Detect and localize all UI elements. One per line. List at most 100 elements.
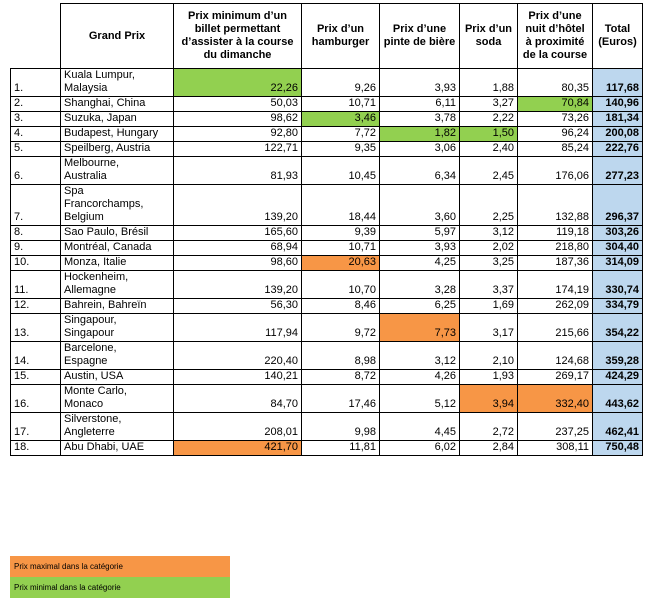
grand-prix-name-line: Budapest, Hungary — [64, 127, 159, 139]
grand-prix-name-line: Monza, Italie — [64, 256, 127, 268]
ticket-price-cell: 421,70 — [173, 440, 302, 456]
total-cell: 462,41 — [592, 412, 643, 441]
ticket-price-cell: 140,21 — [173, 369, 302, 385]
grand-prix-cell: Suzuka, Japan — [60, 111, 174, 127]
table-row: 18. Abu Dhabi, UAE 421,70 11,81 6,02 2,84 308,… — [10, 440, 643, 456]
soda-price-cell: 1,88 — [459, 68, 518, 97]
total-cell: 140,96 — [592, 96, 643, 112]
table-row: 7. Spa Francorchamps, Belgium 139,20 18,44 3,6… — [10, 184, 643, 226]
hotel-price-cell: 218,80 — [517, 240, 593, 256]
header-row: Grand Prix Prix minimum d’un billet perm… — [10, 3, 643, 69]
hotel-price-cell: 132,88 — [517, 184, 593, 226]
ticket-price-cell: 139,20 — [173, 184, 302, 226]
hotel-price-cell: 237,25 — [517, 412, 593, 441]
table-row: 15. Austin, USA 140,21 8,72 4,26 1,93 269,17 42… — [10, 369, 643, 385]
beer-price-cell: 6,34 — [379, 156, 460, 185]
beer-price-cell: 7,73 — [379, 313, 460, 342]
burger-price-cell: 8,98 — [301, 341, 380, 370]
table-row: 8. Sao Paulo, Brésil 165,60 9,39 5,97 3,12 119… — [10, 225, 643, 241]
table-row: 4. Budapest, Hungary 92,80 7,72 1,82 1,50 96,2… — [10, 126, 643, 142]
grand-prix-name-line: Allemagne — [64, 284, 116, 296]
grand-prix-name-line: Hockenheim, — [64, 271, 129, 283]
grand-prix-cell: Budapest, Hungary — [60, 126, 174, 142]
beer-price-cell: 3,12 — [379, 341, 460, 370]
rank-cell: 7. — [10, 184, 61, 226]
grand-prix-name-line: Montréal, Canada — [64, 241, 152, 253]
burger-price-cell: 18,44 — [301, 184, 380, 226]
legend-min-price: Prix minimal dans la catégorie — [10, 577, 230, 598]
grand-prix-cell: Hockenheim, Allemagne — [60, 270, 174, 299]
ticket-price-cell: 122,71 — [173, 141, 302, 157]
burger-price-cell: 10,71 — [301, 240, 380, 256]
rank-cell: 9. — [10, 240, 61, 256]
table-body: 1. Kuala Lumpur, Malaysia 22,26 9,26 3,93 1,88… — [10, 68, 643, 456]
table-row: 12. Bahrein, Bahreïn 56,30 8,46 6,25 1,69 262,… — [10, 298, 643, 314]
hotel-price-cell: 262,09 — [517, 298, 593, 314]
grand-prix-cell: Sao Paulo, Brésil — [60, 225, 174, 241]
total-cell: 424,29 — [592, 369, 643, 385]
ticket-price-cell: 220,40 — [173, 341, 302, 370]
table-row: 14. Barcelone, Espagne 220,40 8,98 3,12 2,10 12… — [10, 341, 643, 370]
burger-price-cell: 10,70 — [301, 270, 380, 299]
hotel-price-cell: 85,24 — [517, 141, 593, 157]
soda-price-cell: 3,94 — [459, 384, 518, 413]
ticket-price-cell: 81,93 — [173, 156, 302, 185]
grand-prix-cell: Spa Francorchamps, Belgium — [60, 184, 174, 226]
grand-prix-name-line: Francorchamps, — [64, 198, 144, 210]
soda-price-cell: 2,22 — [459, 111, 518, 127]
table-row: 13. Singapour, Singapour 117,94 9,72 7,73 3,17… — [10, 313, 643, 342]
soda-price-cell: 3,17 — [459, 313, 518, 342]
beer-price-cell: 6,02 — [379, 440, 460, 456]
grand-prix-name-line: Austin, USA — [64, 370, 124, 382]
grand-prix-name-line: Kuala Lumpur, — [64, 69, 135, 81]
beer-price-cell: 3,78 — [379, 111, 460, 127]
hotel-price-cell: 119,18 — [517, 225, 593, 241]
table-row: 6. Melbourne, Australia 81,93 10,45 6,34 2,45 1… — [10, 156, 643, 185]
grand-prix-cell: Abu Dhabi, UAE — [60, 440, 174, 456]
rank-cell: 5. — [10, 141, 61, 157]
burger-price-cell: 8,46 — [301, 298, 380, 314]
grand-prix-name-line: Monte Carlo, — [64, 385, 127, 397]
table-row: 11. Hockenheim, Allemagne 139,20 10,70 3,28 3,… — [10, 270, 643, 299]
ticket-price-cell: 98,62 — [173, 111, 302, 127]
grand-prix-cell: Kuala Lumpur, Malaysia — [60, 68, 174, 97]
beer-price-cell: 3,93 — [379, 240, 460, 256]
hotel-price-cell: 308,11 — [517, 440, 593, 456]
grand-prix-name-line: Speilberg, Austria — [64, 142, 151, 154]
soda-price-cell: 2,72 — [459, 412, 518, 441]
rank-cell: 14. — [10, 341, 61, 370]
hotel-price-cell: 70,84 — [517, 96, 593, 112]
hotel-price-cell: 174,19 — [517, 270, 593, 299]
total-cell: 354,22 — [592, 313, 643, 342]
total-cell: 750,48 — [592, 440, 643, 456]
rank-cell: 13. — [10, 313, 61, 342]
soda-price-cell: 1,93 — [459, 369, 518, 385]
burger-price-cell: 9,39 — [301, 225, 380, 241]
beer-price-cell: 3,93 — [379, 68, 460, 97]
table-row: 10. Monza, Italie 98,60 20,63 4,25 3,25 187,36… — [10, 255, 643, 271]
grand-prix-cell: Singapour, Singapour — [60, 313, 174, 342]
grand-prix-name-line: Sao Paulo, Brésil — [64, 226, 149, 238]
hotel-price-cell: 187,36 — [517, 255, 593, 271]
beer-price-cell: 5,97 — [379, 225, 460, 241]
grand-prix-name-line: Espagne — [64, 355, 108, 367]
rank-cell: 17. — [10, 412, 61, 441]
rank-cell: 10. — [10, 255, 61, 271]
grand-prix-name-line: Bahrein, Bahreïn — [64, 299, 147, 311]
total-cell: 443,62 — [592, 384, 643, 413]
table-row: 3. Suzuka, Japan 98,62 3,46 3,78 2,22 73,26 181… — [10, 111, 643, 127]
ticket-price-cell: 22,26 — [173, 68, 302, 97]
grand-prix-name-line: Shanghai, China — [64, 97, 146, 109]
table-row: 16. Monte Carlo, Monaco 84,70 17,46 5,12 3,94 3… — [10, 384, 643, 413]
table-row: 5. Speilberg, Austria 122,71 9,35 3,06 2,40 85… — [10, 141, 643, 157]
legend-max-price: Prix maximal dans la catégorie — [10, 556, 230, 577]
soda-price-cell: 2,25 — [459, 184, 518, 226]
table-row: 17. Silverstone, Angleterre 208,01 9,98 4,45 2… — [10, 412, 643, 441]
grand-prix-cell: Shanghai, China — [60, 96, 174, 112]
hotel-price-cell: 96,24 — [517, 126, 593, 142]
rank-cell: 2. — [10, 96, 61, 112]
beer-price-cell: 3,06 — [379, 141, 460, 157]
rank-cell: 11. — [10, 270, 61, 299]
grand-prix-name-line: Melbourne, — [64, 157, 120, 169]
grand-prix-name-line: Angleterre — [64, 426, 115, 438]
